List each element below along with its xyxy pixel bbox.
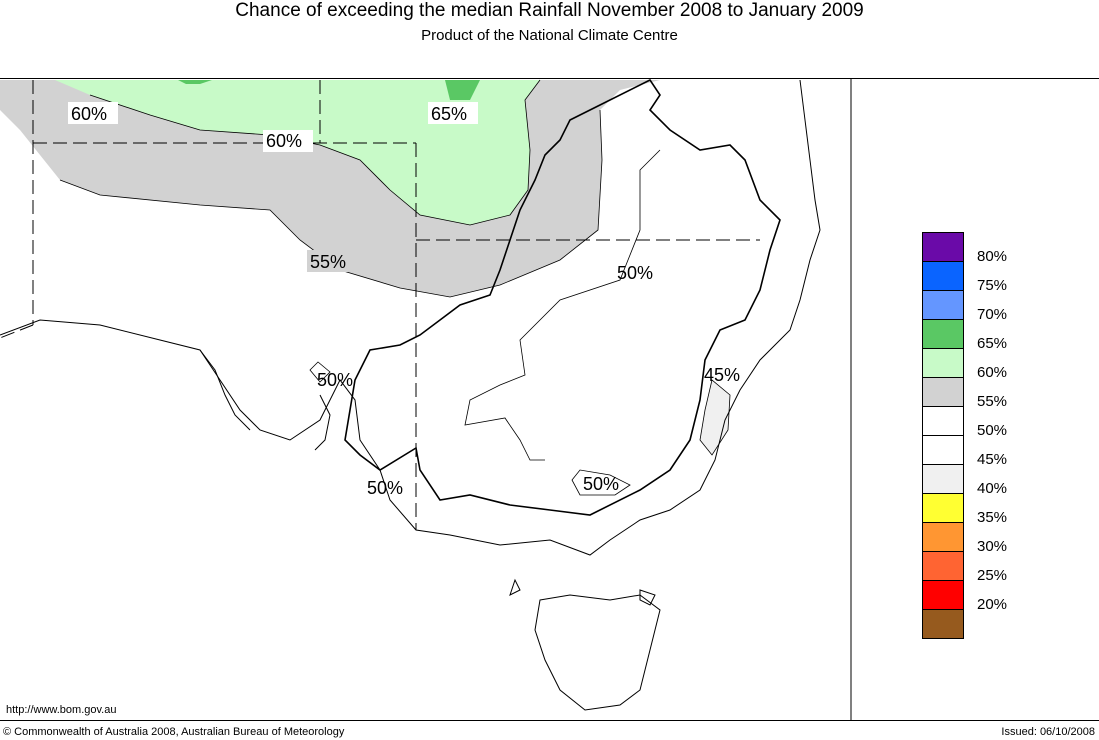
- legend-swatch: 75%: [922, 261, 1007, 294]
- bom-url-link[interactable]: http://www.bom.gov.au: [6, 704, 117, 716]
- contour-label: 60%: [266, 131, 302, 151]
- contour-label: 65%: [431, 104, 467, 124]
- legend-swatch: [922, 609, 964, 639]
- legend-swatch: 20%: [922, 580, 1007, 613]
- legend-swatch: 60%: [922, 348, 1007, 381]
- legend-label: 80%: [977, 248, 1008, 265]
- legend-label: 40%: [977, 480, 1008, 497]
- contour-label: 55%: [310, 252, 346, 272]
- legend-label: 65%: [977, 335, 1008, 352]
- legend-label: 50%: [977, 422, 1008, 439]
- contour-labels: 60% 60% 65% 55% 50% 50% 45% 50% 50%: [68, 102, 740, 498]
- legend-swatch: 40%: [922, 464, 1007, 497]
- legend-swatch: 50%: [922, 406, 1007, 439]
- zone-60-green: [55, 80, 540, 225]
- legend-label: 35%: [977, 509, 1008, 526]
- map-subtitle: Product of the National Climate Centre: [421, 27, 678, 44]
- contour-label: 45%: [704, 365, 740, 385]
- contour-label: 50%: [317, 370, 353, 390]
- legend-label: 55%: [977, 393, 1008, 410]
- legend-swatch: 70%: [922, 290, 1007, 323]
- legend-label: 25%: [977, 567, 1008, 584]
- basin-boundaries: [344, 79, 781, 516]
- coastline: [0, 79, 821, 711]
- legend-swatch: 65%: [922, 319, 1007, 352]
- contour-label: 50%: [367, 478, 403, 498]
- contour-label: 60%: [71, 104, 107, 124]
- zone-65-green-north: [445, 80, 480, 100]
- legend-swatch: 55%: [922, 377, 1007, 410]
- legend-swatch: 25%: [922, 551, 1007, 584]
- contour-label: 50%: [583, 474, 619, 494]
- copyright-notice: © Commonwealth of Australia 2008, Austra…: [3, 726, 345, 738]
- legend-label: 75%: [977, 277, 1008, 294]
- legend-swatch: 35%: [922, 493, 1007, 526]
- map-title: Chance of exceeding the median Rainfall …: [235, 0, 864, 21]
- zone-65-green-west: [178, 80, 212, 84]
- map-frame: [0, 78, 1099, 721]
- legend: 80% 75% 70% 65% 60% 55% 50% 45% 40% 35% …: [922, 232, 1007, 639]
- legend-swatch: 30%: [922, 522, 1007, 555]
- zone-45-east: [699, 379, 731, 456]
- legend-swatch: 80%: [922, 232, 1007, 265]
- legend-label: 70%: [977, 306, 1008, 323]
- legend-label: 30%: [977, 538, 1008, 555]
- legend-label: 45%: [977, 451, 1008, 468]
- legend-label: 20%: [977, 596, 1008, 613]
- issued-date: Issued: 06/10/2008: [1001, 726, 1095, 738]
- legend-label: 60%: [977, 364, 1008, 381]
- rainfall-map: 60% 60% 65% 55% 50% 50% 45% 50% 50%: [0, 79, 852, 720]
- contour-label: 50%: [617, 263, 653, 283]
- contour-lines: [59, 79, 661, 496]
- legend-swatch: 45%: [922, 435, 1007, 468]
